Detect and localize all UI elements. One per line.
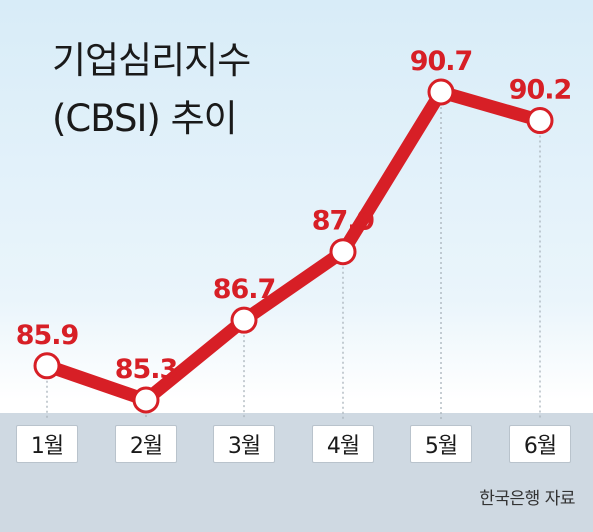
x-axis-band [0, 413, 593, 532]
source-note: 한국은행 자료 [479, 489, 575, 509]
chart-title-line-2: (CBSI) 추이 [52, 97, 238, 140]
data-point-feb [132, 386, 160, 414]
x-tick-label-jan: 1월 [16, 425, 78, 463]
chart-title-line-1: 기업심리지수 [52, 39, 251, 82]
data-label-apr: 87.9 [312, 206, 375, 237]
x-tick-label-jun: 6월 [509, 425, 571, 463]
x-tick-label-feb: 2월 [115, 425, 177, 463]
x-tick-label-may: 5월 [410, 425, 472, 463]
data-point-mar [230, 306, 258, 334]
data-point-may [427, 78, 455, 106]
data-point-apr [329, 238, 357, 266]
series-line [40, 85, 547, 407]
data-point-jan [33, 352, 61, 380]
data-point-jun [526, 107, 554, 135]
data-label-jun: 90.2 [509, 75, 572, 106]
data-label-may: 90.7 [410, 46, 473, 77]
data-label-feb: 85.3 [115, 354, 178, 385]
x-tick-label-mar: 3월 [213, 425, 275, 463]
data-label-mar: 86.7 [213, 274, 276, 305]
x-tick-label-apr: 4월 [312, 425, 374, 463]
data-label-jan: 85.9 [16, 320, 79, 351]
